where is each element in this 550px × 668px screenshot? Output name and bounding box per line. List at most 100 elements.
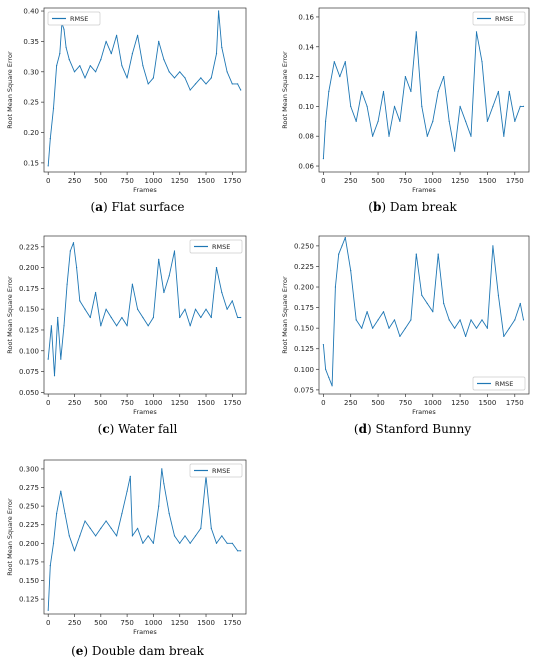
chart-b-legend-label: RMSE xyxy=(495,15,513,23)
chart-b: 0 250 500 750 1000 1250 1500 1750 0.06 0.08 0.10 0.… xyxy=(281,7,530,194)
chart-e-x-tick-label: 1000 xyxy=(145,619,163,627)
chart-b-data-point xyxy=(361,90,363,93)
chart-a-data-point xyxy=(158,40,160,43)
chart-c-data-point xyxy=(63,325,65,327)
chart-a: 0 250 500 750 1000 1250 1500 1750 0.15 0.20 0.25 0.… xyxy=(6,8,247,194)
chart-d-data-point xyxy=(344,237,346,239)
chart-c-legend: RMSE xyxy=(189,239,243,254)
chart-a-legend-box xyxy=(47,11,101,26)
chart-c-data-point xyxy=(110,316,112,319)
chart-e-x-tick-label: 1250 xyxy=(171,619,189,627)
chart-d-data-point xyxy=(404,327,406,329)
chart-d-y-tick-label: 0.175 xyxy=(294,304,314,312)
chart-c-data-point xyxy=(237,316,239,319)
chart-b-y-tick-label: 0.16 xyxy=(298,13,314,21)
chart-e-data-point xyxy=(173,535,176,537)
chart-e-data-point xyxy=(49,565,51,567)
chart-d-data-point xyxy=(470,319,472,321)
chart-e-series-line-rmse xyxy=(47,468,241,611)
chart-e-data-point xyxy=(105,520,107,522)
chart-e-y-axis-title: Root Mean Square Error xyxy=(6,498,14,576)
chart-a-x-tick-label: 500 xyxy=(94,177,107,185)
chart-c-legend-label: RMSE xyxy=(212,243,230,251)
chart-b-y-tick-label: 0.12 xyxy=(298,73,314,81)
chart-c-series-line-rmse xyxy=(47,242,241,377)
chart-e-data-point xyxy=(215,542,218,544)
chart-e-x-axis-title: Frames xyxy=(133,628,157,636)
chart-c-data-point xyxy=(66,283,68,285)
chart-panel-d: 0 250 500 750 1000 1250 1500 1750 0.075 0.100 0.12… xyxy=(275,228,550,420)
chart-c-data-point xyxy=(95,291,97,294)
chart-d-data-point xyxy=(475,327,478,329)
chart-c-data-point xyxy=(231,300,233,302)
chart-a-data-point xyxy=(116,34,118,36)
chart-d-data-point xyxy=(338,253,340,255)
chart-c-x-axis-title: Frames xyxy=(133,408,157,416)
chart-c-x-tick-label: 0 xyxy=(46,399,50,407)
chart-a-data-point xyxy=(152,77,154,79)
chart-b-data-point xyxy=(486,120,488,122)
chart-e-x-tick-label: 500 xyxy=(94,619,107,627)
chart-c-x-tick-label: 1500 xyxy=(197,399,215,407)
chart-d-data-point xyxy=(331,385,333,387)
chart-d-data-point xyxy=(410,319,412,321)
chart-e-data-point xyxy=(163,483,165,485)
chart-e-legend: RMSE xyxy=(189,463,243,478)
chart-a-legend-label: RMSE xyxy=(70,15,88,23)
chart-c-x-tick-label: 1750 xyxy=(223,399,241,407)
chart-c-data-point xyxy=(121,316,123,319)
chart-c-data-point xyxy=(205,308,207,310)
chart-b-data-point xyxy=(333,61,335,63)
caption-d-letter: d xyxy=(358,422,367,436)
chart-e-data-point xyxy=(126,490,128,492)
chart-e-data-point xyxy=(116,535,118,537)
chart-c-x-tick-label: 1250 xyxy=(171,399,189,407)
chart-c-y-tick-label: 0.200 xyxy=(19,264,39,272)
chart-d-data-point xyxy=(399,335,401,337)
chart-b-x-tick-label: 0 xyxy=(321,177,325,185)
chart-c-data-point xyxy=(50,325,53,327)
caption-b-text: Dam break xyxy=(389,200,457,214)
chart-b-data-point xyxy=(328,90,330,93)
chart-d-data-point xyxy=(334,286,336,288)
chart-a-data-point xyxy=(231,83,233,85)
chart-b-data-point xyxy=(508,90,510,93)
chart-e-y-tick-label: 0.300 xyxy=(19,465,39,473)
chart-d-y-tick-label: 0.250 xyxy=(294,242,314,250)
chart-c-data-point xyxy=(168,275,170,277)
chart-d-data-point xyxy=(508,327,510,329)
chart-d-x-tick-label: 250 xyxy=(344,399,357,407)
chart-b-data-point xyxy=(415,31,417,33)
chart-a-data-point xyxy=(59,53,61,55)
chart-b-data-point xyxy=(404,76,406,78)
chart-a-y-tick-label: 0.25 xyxy=(23,99,39,107)
caption-e: (e) Double dam break xyxy=(71,644,204,658)
chart-a-data-point xyxy=(47,165,49,167)
chart-b-data-point xyxy=(437,90,439,93)
chart-d-x-tick-label: 1250 xyxy=(451,399,469,407)
chart-d-x-tick-label: 1750 xyxy=(506,399,524,407)
chart-e-y-tick-label: 0.175 xyxy=(19,558,39,566)
caption-d: (d) Stanford Bunny xyxy=(353,422,472,436)
chart-e-data-point xyxy=(194,535,197,537)
chart-a-data-point xyxy=(240,89,242,91)
chart-d-data-point xyxy=(388,327,390,329)
chart-c-data-point xyxy=(131,283,133,285)
chart-d-x-tick-label: 750 xyxy=(399,399,412,407)
chart-b-plot-frame xyxy=(318,7,530,173)
chart-e-data-point xyxy=(84,520,86,522)
chart-b-y-tick-label: 0.08 xyxy=(298,133,314,141)
chart-d-x-axis-title: Frames xyxy=(412,408,436,416)
chart-c-y-tick-label: 0.050 xyxy=(19,389,39,397)
chart-e-data-point xyxy=(200,527,202,529)
chart-a-data-point xyxy=(110,53,112,55)
chart-b-data-point xyxy=(432,120,434,122)
chart-c-data-point xyxy=(173,250,176,252)
chart-d-x-tick-label: 0 xyxy=(321,399,325,407)
chart-a-data-point xyxy=(95,71,97,73)
chart-a-data-point xyxy=(218,10,220,12)
chart-c-x-tick-label: 750 xyxy=(120,399,133,407)
chart-a-data-point xyxy=(79,65,81,67)
chart-e-data-point xyxy=(189,542,191,544)
chart-b-data-point xyxy=(497,90,499,93)
